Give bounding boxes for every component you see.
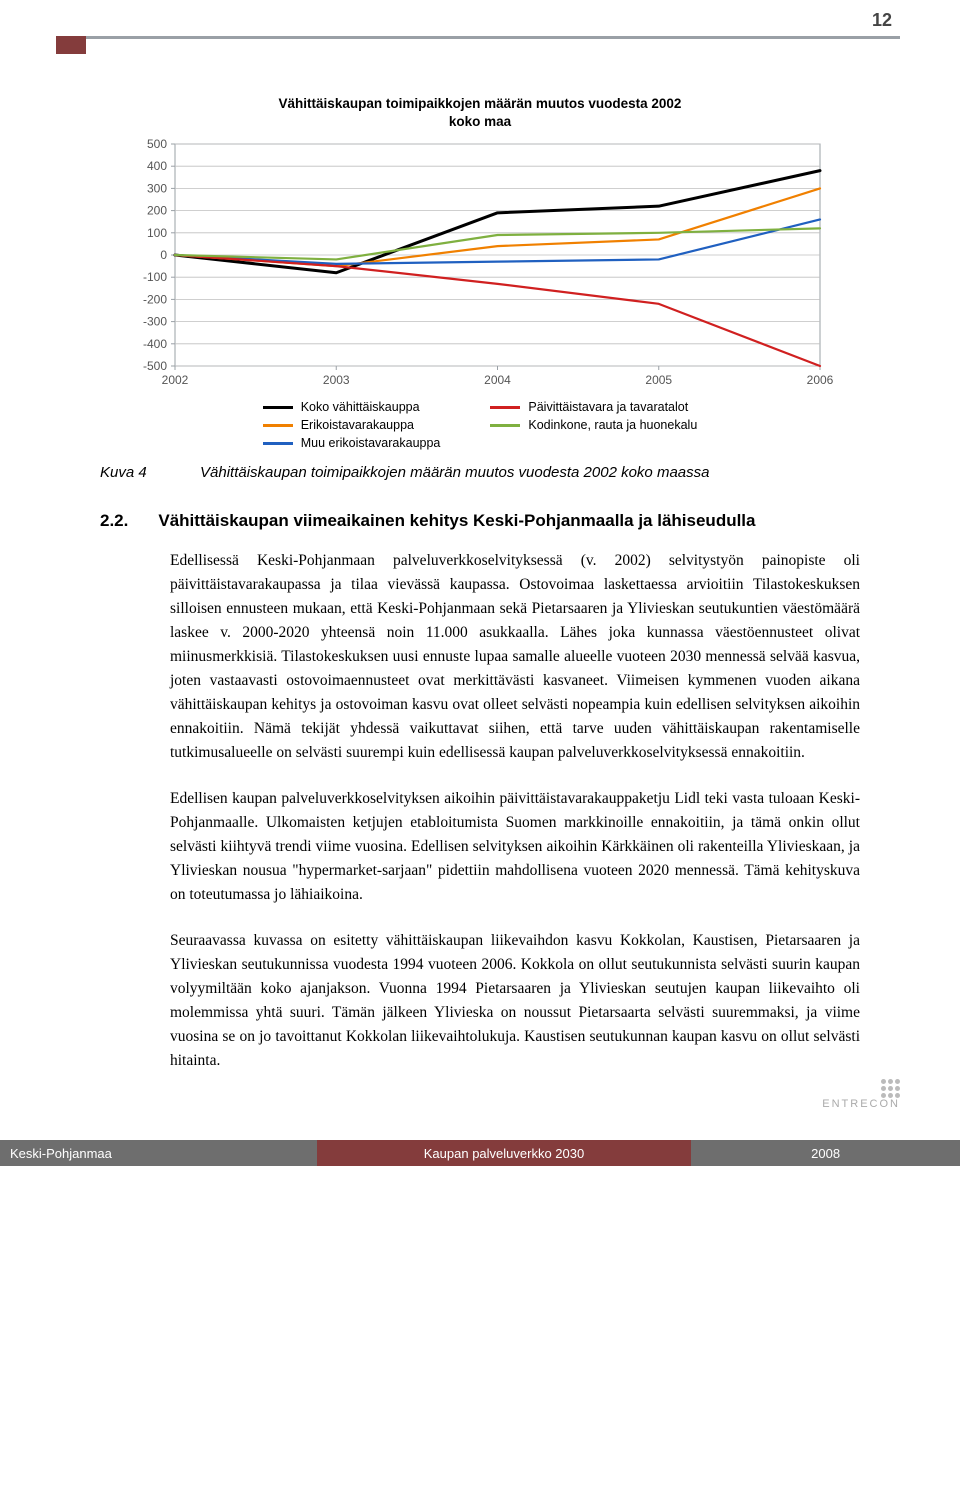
legend-item: Päivittäistavara ja tavaratalot: [490, 400, 697, 414]
page-number: 12: [864, 10, 900, 35]
line-chart: -500 -400 -300 -200 -100 0 100 200 300 400 500 2002…: [120, 134, 840, 394]
body-paragraph: Seuraavassa kuvassa on esitetty vähittäi…: [100, 929, 860, 1073]
svg-text:-100: -100: [143, 270, 167, 284]
svg-text:400: 400: [147, 159, 167, 173]
legend-item: Erikoistavarakauppa: [263, 418, 441, 432]
chart-title-line1: Vähittäiskaupan toimipaikkojen määrän mu…: [279, 96, 682, 111]
figure-caption: Kuva 4 Vähittäiskaupan toimipaikkojen mä…: [100, 464, 860, 481]
svg-text:100: 100: [147, 226, 167, 240]
legend-swatch: [263, 406, 293, 409]
legend-label: Koko vähittäiskauppa: [301, 400, 420, 414]
legend-label: Muu erikoistavarakauppa: [301, 436, 441, 450]
footer-left: Keski-Pohjanmaa: [0, 1140, 317, 1166]
page-footer: Keski-Pohjanmaa Kaupan palveluverkko 203…: [0, 1140, 960, 1166]
legend-item: Kodinkone, rauta ja huonekalu: [490, 418, 697, 432]
header-rule: [60, 36, 900, 39]
body-paragraph: Edellisessä Keski-Pohjanmaan palveluverk…: [100, 549, 860, 765]
page-header: 12: [0, 0, 960, 35]
chart-title-line2: koko maa: [449, 114, 511, 129]
legend-label: Päivittäistavara ja tavaratalot: [528, 400, 688, 414]
svg-text:-300: -300: [143, 315, 167, 329]
svg-text:300: 300: [147, 181, 167, 195]
section-number: 2.2.: [100, 511, 128, 531]
legend-item: Koko vähittäiskauppa: [263, 400, 441, 414]
legend-swatch: [263, 442, 293, 445]
legend-swatch: [490, 406, 520, 409]
legend-label: Kodinkone, rauta ja huonekalu: [528, 418, 697, 432]
footer-right: 2008: [691, 1140, 960, 1166]
legend-swatch: [490, 424, 520, 427]
svg-text:-500: -500: [143, 359, 167, 373]
svg-text:0: 0: [160, 248, 167, 262]
legend-column: Koko vähittäiskauppa Erikoistavarakauppa M…: [263, 400, 441, 450]
legend-item: Muu erikoistavarakauppa: [263, 436, 441, 450]
svg-text:200: 200: [147, 204, 167, 218]
brand-dots-icon: [881, 1079, 900, 1098]
chart-block: Vähittäiskaupan toimipaikkojen määrän mu…: [120, 95, 840, 450]
svg-text:2006: 2006: [807, 373, 834, 387]
svg-text:2004: 2004: [484, 373, 511, 387]
svg-text:-200: -200: [143, 292, 167, 306]
header-accent: [56, 36, 86, 54]
svg-text:2002: 2002: [162, 373, 189, 387]
chart-title: Vähittäiskaupan toimipaikkojen määrän mu…: [120, 95, 840, 130]
legend-swatch: [263, 424, 293, 427]
footer-center: Kaupan palveluverkko 2030: [317, 1140, 691, 1166]
svg-text:500: 500: [147, 137, 167, 151]
legend-label: Erikoistavarakauppa: [301, 418, 414, 432]
body-paragraph: Edellisen kaupan palveluverkkoselvitykse…: [100, 787, 860, 907]
caption-text: Vähittäiskaupan toimipaikkojen määrän mu…: [200, 464, 709, 481]
section-title: Vähittäiskaupan viimeaikainen kehitys Ke…: [158, 511, 755, 531]
legend-column: Päivittäistavara ja tavaratalot Kodinkone…: [490, 400, 697, 450]
section-heading: 2.2. Vähittäiskaupan viimeaikainen kehit…: [100, 511, 860, 531]
svg-text:-400: -400: [143, 337, 167, 351]
page-content: Vähittäiskaupan toimipaikkojen määrän mu…: [0, 35, 960, 1135]
caption-label: Kuva 4: [100, 464, 160, 481]
brand-mark: ENTRECON: [0, 1079, 960, 1110]
svg-text:2005: 2005: [645, 373, 672, 387]
chart-legend: Koko vähittäiskauppa Erikoistavarakauppa M…: [120, 400, 840, 450]
brand-text: ENTRECON: [822, 1098, 900, 1110]
svg-text:2003: 2003: [323, 373, 350, 387]
